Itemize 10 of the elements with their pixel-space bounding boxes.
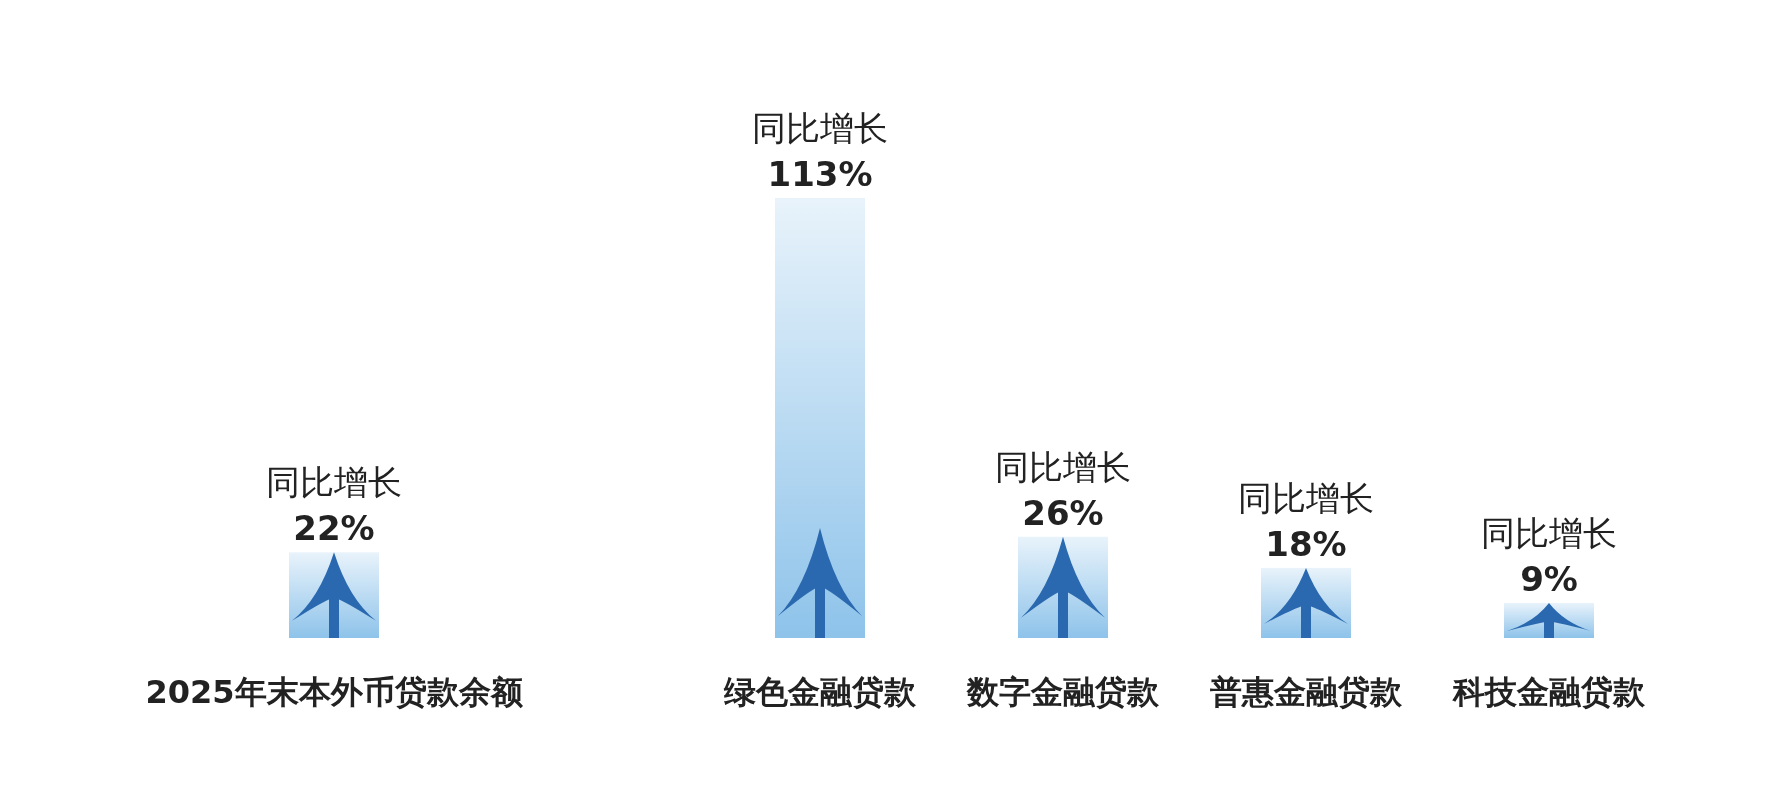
- data-label: 同比增长 22%: [266, 462, 402, 549]
- data-label: 同比增长 26%: [995, 446, 1131, 533]
- x-tick-label: 普惠金融贷款: [1210, 673, 1403, 711]
- x-tick-label: 2025年末本外币贷款余额: [145, 673, 523, 711]
- data-label: 同比增长 113%: [752, 108, 888, 194]
- x-tick-label: 数字金融贷款: [966, 673, 1160, 711]
- x-tick-label: 绿色金融贷款: [723, 673, 917, 711]
- data-label: 同比增长 18%: [1238, 477, 1374, 564]
- data-label: 同比增长 9%: [1481, 512, 1617, 599]
- x-tick-label: 科技金融贷款: [1452, 673, 1646, 711]
